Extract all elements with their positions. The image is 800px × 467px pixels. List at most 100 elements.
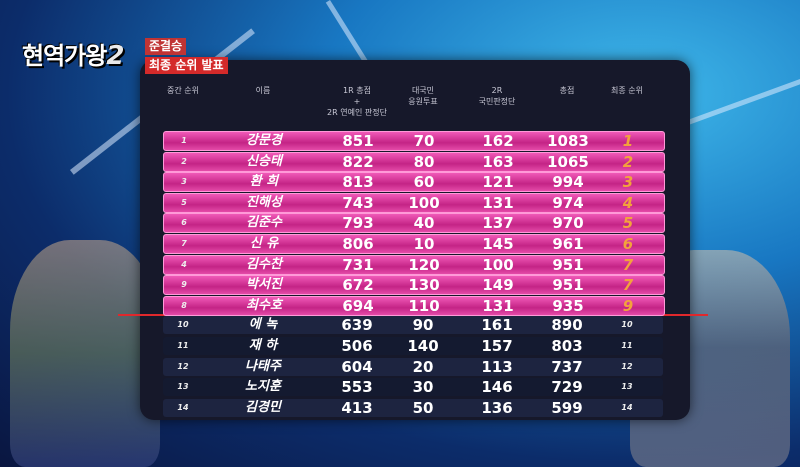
public-vote: 100 xyxy=(408,193,440,212)
final-rank: 7 xyxy=(622,255,634,274)
total: 974 xyxy=(552,193,584,212)
r2-public-judge: 149 xyxy=(482,276,514,295)
mid-rank: 8 xyxy=(181,300,187,310)
total: 970 xyxy=(552,214,584,233)
tag: 최종 순위 발표 xyxy=(145,57,228,74)
score-r1-r2: 506 xyxy=(341,337,373,355)
header-line: 응원투표 xyxy=(408,97,438,106)
mid-rank: 6 xyxy=(181,218,187,228)
public-vote: 50 xyxy=(412,398,434,417)
name: 에 녹 xyxy=(248,317,278,333)
final-rank: 5 xyxy=(622,214,634,233)
final-rank: 12 xyxy=(621,361,633,371)
final-rank: 2 xyxy=(622,152,634,171)
column-header: 2R 국민판정단 xyxy=(479,85,516,107)
table-row: 8 최수호 694 110 131 935 9 xyxy=(163,295,665,316)
name: 김준수 xyxy=(246,215,282,231)
person-left xyxy=(10,240,160,467)
final-rank: 10 xyxy=(621,320,633,330)
score-r1-r2: 604 xyxy=(341,357,373,376)
public-vote: 10 xyxy=(413,235,435,253)
mid-rank: 3 xyxy=(181,177,187,187)
score-r1-r2: 553 xyxy=(341,378,373,397)
r2-public-judge: 131 xyxy=(482,296,514,315)
column-header: 이름 xyxy=(256,85,271,96)
mid-rank: 10 xyxy=(177,320,189,330)
name: 환 희 xyxy=(249,174,279,190)
total: 737 xyxy=(551,357,583,376)
public-vote: 70 xyxy=(413,132,435,150)
header-line: 대국민 xyxy=(411,86,435,95)
public-vote: 120 xyxy=(408,255,440,274)
show-logo: 현역가왕2 xyxy=(22,36,124,71)
score-r1-r2: 806 xyxy=(342,235,374,253)
mid-rank: 1 xyxy=(181,136,187,145)
r2-public-judge: 113 xyxy=(481,357,513,376)
total: 1083 xyxy=(547,132,589,150)
score-r1-r2: 413 xyxy=(341,398,373,417)
header-line: 국민판정단 xyxy=(478,97,516,106)
r2-public-judge: 136 xyxy=(481,398,513,417)
table-row: 6 김준수 793 40 137 970 5 xyxy=(163,213,665,234)
final-rank: 13 xyxy=(621,382,633,392)
name: 김경민 xyxy=(245,399,281,415)
table-row: 9 박서진 672 130 149 951 7 xyxy=(163,275,665,296)
total: 951 xyxy=(552,255,584,274)
header-line: 총점 xyxy=(559,86,575,95)
total: 890 xyxy=(551,316,583,335)
header-line: 최종 순위 xyxy=(611,86,643,95)
table-row: 14 김경민 413 50 136 599 14 xyxy=(163,398,663,417)
tag: 준결승 xyxy=(145,38,187,55)
r2-public-judge: 131 xyxy=(482,193,514,212)
column-header: 1R 총점 +2R 연예인 판정단 xyxy=(327,85,387,118)
public-vote: 130 xyxy=(408,276,440,295)
score-r1-r2: 851 xyxy=(342,132,374,150)
mid-rank: 13 xyxy=(177,382,189,392)
r2-public-judge: 137 xyxy=(482,214,514,233)
total: 599 xyxy=(551,398,583,417)
r2-public-judge: 121 xyxy=(482,173,514,192)
score-r1-r2: 793 xyxy=(342,214,374,233)
mid-rank: 5 xyxy=(181,197,187,207)
r2-public-judge: 100 xyxy=(482,255,514,274)
public-vote: 40 xyxy=(413,214,435,233)
mid-rank: 2 xyxy=(181,156,187,166)
header-line: 중간 순위 xyxy=(167,86,199,95)
total: 729 xyxy=(551,378,583,397)
total: 951 xyxy=(552,276,584,295)
name: 최수호 xyxy=(246,297,282,313)
table-row: 3 환 희 813 60 121 994 3 xyxy=(163,172,665,193)
name: 박서진 xyxy=(246,277,282,293)
table-row: 5 진해성 743 100 131 974 4 xyxy=(163,192,665,213)
name: 신 유 xyxy=(249,236,279,251)
r2-public-judge: 162 xyxy=(482,132,514,150)
name: 김수찬 xyxy=(246,256,282,272)
header-line: 1R 총점 xyxy=(343,86,371,95)
logo-number: 2 xyxy=(106,41,124,71)
score-r1-r2: 813 xyxy=(342,173,374,192)
table-row: 13 노지훈 553 30 146 729 13 xyxy=(163,378,663,397)
public-vote: 110 xyxy=(408,296,440,315)
r2-public-judge: 146 xyxy=(481,378,513,397)
public-vote: 60 xyxy=(413,173,435,192)
table-row: 11 재 하 506 140 157 803 11 xyxy=(163,337,663,355)
total: 1065 xyxy=(547,152,589,171)
total: 935 xyxy=(552,296,584,315)
score-r1-r2: 731 xyxy=(342,255,374,274)
name: 진해성 xyxy=(246,194,282,210)
mid-rank: 4 xyxy=(181,259,187,269)
final-rank: 9 xyxy=(622,296,634,315)
column-header: 최종 순위 xyxy=(611,85,643,96)
score-r1-r2: 672 xyxy=(342,276,374,295)
score-r1-r2: 694 xyxy=(342,296,374,315)
final-rank: 6 xyxy=(622,235,634,253)
score-r1-r2: 743 xyxy=(342,193,374,212)
header-line: + xyxy=(353,97,361,106)
table-row: 10 에 녹 639 90 161 890 10 xyxy=(163,316,663,335)
name: 재 하 xyxy=(248,338,278,353)
total: 994 xyxy=(552,173,584,192)
mid-rank: 11 xyxy=(177,341,189,350)
total: 803 xyxy=(551,337,583,355)
